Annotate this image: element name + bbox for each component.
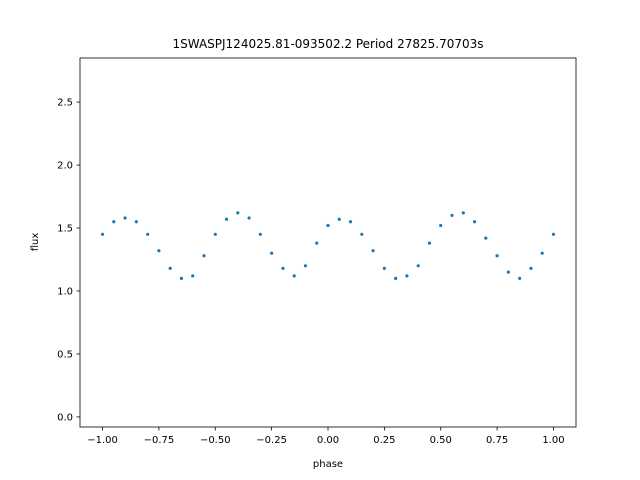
x-tick-label: 0.00 bbox=[317, 435, 339, 446]
x-tick-label: 0.50 bbox=[430, 435, 452, 446]
data-point bbox=[134, 220, 138, 224]
data-point bbox=[157, 249, 161, 253]
x-tick-label: −0.25 bbox=[256, 435, 287, 446]
data-point bbox=[450, 213, 454, 218]
data-point bbox=[540, 251, 544, 255]
y-tick-label: 2.0 bbox=[57, 161, 73, 172]
data-point bbox=[360, 232, 364, 236]
data-point bbox=[337, 217, 341, 221]
data-point bbox=[484, 236, 488, 240]
data-point bbox=[258, 232, 262, 236]
data-point bbox=[348, 220, 353, 224]
data-point bbox=[292, 274, 296, 278]
data-point bbox=[100, 232, 105, 236]
x-axis-ticks: −1.00 −0.75 −0.50 −0.25 0.00 0.25 0.50 0.75 1.00 bbox=[87, 427, 565, 446]
data-point bbox=[416, 264, 420, 268]
y-axis-label: flux bbox=[30, 233, 41, 252]
y-axis-ticks: 0.0 0.5 1.0 1.5 2.0 2.5 bbox=[57, 98, 80, 423]
data-point bbox=[123, 216, 127, 220]
data-point bbox=[168, 266, 172, 270]
chart-title: 1SWASPJ124025.81-093502.2 Period 27825.7… bbox=[172, 37, 483, 51]
data-point bbox=[551, 232, 556, 236]
data-point bbox=[224, 217, 229, 221]
y-tick-label: 1.0 bbox=[57, 286, 73, 297]
data-point bbox=[439, 223, 443, 228]
data-point bbox=[191, 274, 195, 278]
data-point bbox=[461, 211, 465, 215]
data-point bbox=[112, 220, 116, 224]
data-points bbox=[100, 211, 556, 280]
data-point bbox=[213, 232, 217, 236]
data-point bbox=[270, 251, 274, 255]
x-tick-label: 0.25 bbox=[373, 435, 395, 446]
x-tick-label: −0.75 bbox=[144, 435, 175, 446]
data-point bbox=[326, 223, 330, 228]
data-point bbox=[394, 276, 398, 280]
y-tick-label: 0.5 bbox=[57, 349, 73, 360]
y-tick-label: 2.5 bbox=[57, 98, 73, 109]
data-point bbox=[506, 270, 510, 274]
data-point bbox=[472, 220, 477, 224]
y-tick-label: 1.5 bbox=[57, 224, 73, 235]
data-point bbox=[236, 211, 240, 215]
data-point bbox=[518, 276, 522, 280]
x-tick-label: 1.00 bbox=[542, 435, 564, 446]
data-point bbox=[281, 266, 285, 270]
data-point bbox=[247, 216, 251, 220]
x-axis-label: phase bbox=[313, 459, 343, 470]
data-point bbox=[427, 241, 432, 245]
x-tick-label: −1.00 bbox=[87, 435, 118, 446]
data-point bbox=[405, 274, 409, 278]
data-point bbox=[146, 232, 150, 236]
data-point bbox=[202, 254, 206, 258]
data-point bbox=[371, 249, 375, 253]
data-point bbox=[179, 276, 184, 280]
data-point bbox=[495, 254, 499, 258]
y-tick-label: 0.0 bbox=[57, 412, 73, 423]
x-tick-label: 0.75 bbox=[486, 435, 508, 446]
x-tick-label: −0.50 bbox=[200, 435, 231, 446]
data-point bbox=[303, 264, 308, 268]
data-point bbox=[315, 241, 319, 245]
data-point bbox=[382, 266, 386, 270]
data-point bbox=[529, 266, 533, 270]
